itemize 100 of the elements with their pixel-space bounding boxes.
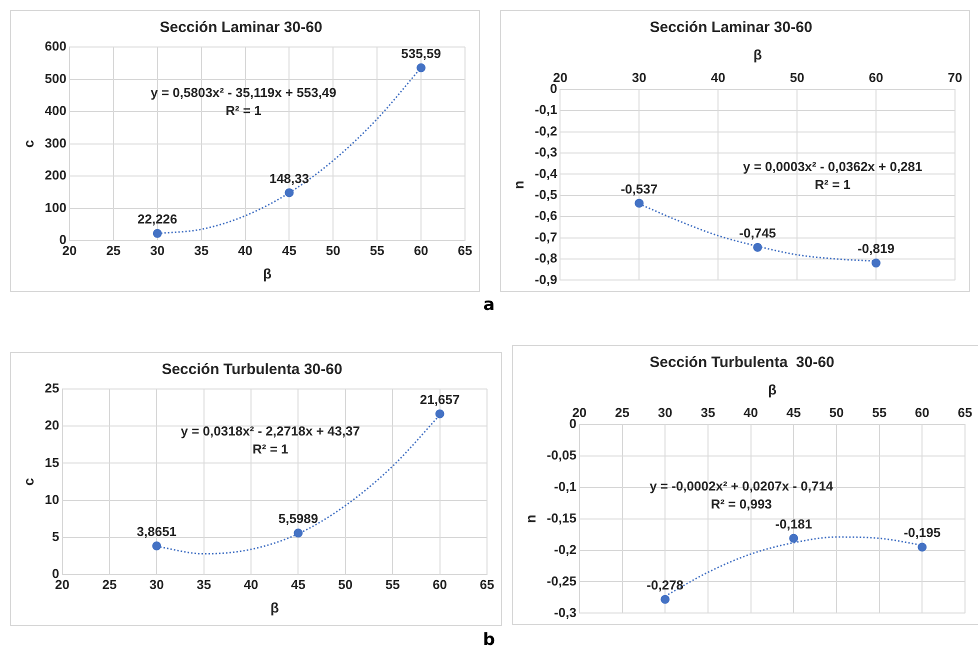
y-tick-label: -0,15 [546,510,576,526]
y-axis-title: n [522,514,538,524]
point [294,528,303,538]
x-tick-label: 65 [958,405,972,420]
annotation: R² = 1 [226,103,262,118]
y-tick-label: 400 [44,103,66,118]
x-tick-label: 45 [786,405,801,420]
point [872,258,881,268]
chart-title: Sección Turbulenta 30-60 [162,361,342,378]
x-tick-label: 25 [102,576,117,592]
x-tick-label: 60 [868,70,884,86]
y-tick-label: -0,1 [554,478,576,494]
y-axis-title: n [510,180,526,190]
data-label: 22,226 [138,212,178,227]
x-axis-title: β [768,381,777,398]
x-tick-label: 40 [244,576,258,592]
data-label: 3,8651 [136,524,177,539]
data-label: 148,33 [269,170,310,186]
x-axis-title: β [270,599,280,616]
annotation: R² = 1 [252,441,288,456]
y-tick-label: 20 [44,418,60,433]
y-tick-label: 0 [550,80,558,96]
point [634,198,644,208]
y-tick-label: -0,3 [534,144,558,160]
data-label: -0,278 [646,577,684,592]
x-axis-title: β [753,46,762,62]
x-tick-label: 65 [480,576,494,592]
point [789,534,798,543]
y-tick-label: -0,9 [534,272,558,287]
annotation: y = -0,0002x² + 0,0207x - 0,714 [650,478,834,494]
chart-title: Sección Turbulenta 30-60 [650,354,834,372]
y-tick-label: 500 [44,70,66,86]
y-tick-label: 25 [44,380,60,396]
x-tick-label: 20 [62,242,77,258]
x-tick-label: 45 [290,576,306,592]
x-tick-label: 40 [744,405,758,420]
x-tick-label: 50 [338,576,353,592]
y-tick-label: 600 [44,38,66,54]
y-tick-label: 0 [52,566,60,582]
x-tick-label: 40 [710,70,726,86]
x-tick-label: 25 [615,405,630,420]
y-tick-label: -0,5 [534,186,558,202]
data-label: -0,181 [775,516,812,532]
annotation: R² = 1 [814,177,850,192]
y-tick-label: -0,2 [534,123,558,138]
x-tick-label: 60 [914,405,930,420]
point [435,409,444,418]
y-tick-label: -0,6 [534,208,558,224]
x-tick-label: 55 [872,405,887,420]
y-axis-title: c [20,478,36,486]
point [918,542,927,552]
y-tick-label: -0,25 [546,573,576,588]
y-tick-label: 5 [52,529,60,544]
annotation: R² = 0,993 [710,496,772,512]
y-tick-label: -0,4 [534,166,558,181]
y-axis-title: c [20,140,36,148]
x-tick-label: 45 [282,242,296,258]
x-tick-label: 25 [106,242,121,258]
x-tick-label: 55 [370,242,384,258]
x-tick-label: 30 [150,242,165,258]
point [284,188,294,198]
chart-title: Sección Laminar 30-60 [160,19,322,36]
x-axis-title: β [262,265,272,282]
y-tick-label: 300 [44,135,66,150]
data-label: -0,195 [904,525,941,540]
data-label: 535,59 [401,46,441,61]
annotation: y = 0,0003x² - 0,0362x + 0,281 [742,159,922,174]
x-tick-label: 50 [829,405,844,420]
data-label: -0,819 [858,241,894,256]
x-tick-label: 60 [414,242,428,258]
data-label: 21,657 [420,392,460,407]
point [152,541,162,550]
x-tick-label: 35 [194,242,209,258]
x-tick-label: 30 [658,405,672,420]
data-label: 5,5989 [278,511,318,526]
y-tick-label: 15 [44,454,60,470]
x-tick-label: 35 [700,405,716,420]
y-tick-label: 10 [44,492,60,507]
data-label: -0,745 [739,225,776,240]
y-tick-label: -0,8 [534,250,558,266]
text: b [482,630,496,648]
point [753,242,762,252]
annotation: y = 0,5803x² - 35,119x + 553,49 [150,85,336,100]
x-tick-label: 65 [458,242,472,258]
data-label: -0,537 [620,181,658,196]
x-tick-label: 35 [196,576,212,592]
point [660,594,670,604]
point [416,63,426,72]
x-tick-label: 55 [385,576,400,592]
x-tick-label: 30 [632,70,646,86]
x-tick-label: 30 [149,576,164,592]
chart-title: Sección Laminar 30-60 [650,19,812,36]
y-tick-label: -0,2 [554,542,576,557]
y-tick-label: 100 [44,200,66,215]
y-tick-label: 200 [44,168,66,183]
x-tick-label: 50 [790,70,804,86]
x-tick-label: 40 [238,242,253,258]
text: a [482,295,496,315]
x-tick-label: 70 [948,70,962,86]
point [152,228,162,238]
